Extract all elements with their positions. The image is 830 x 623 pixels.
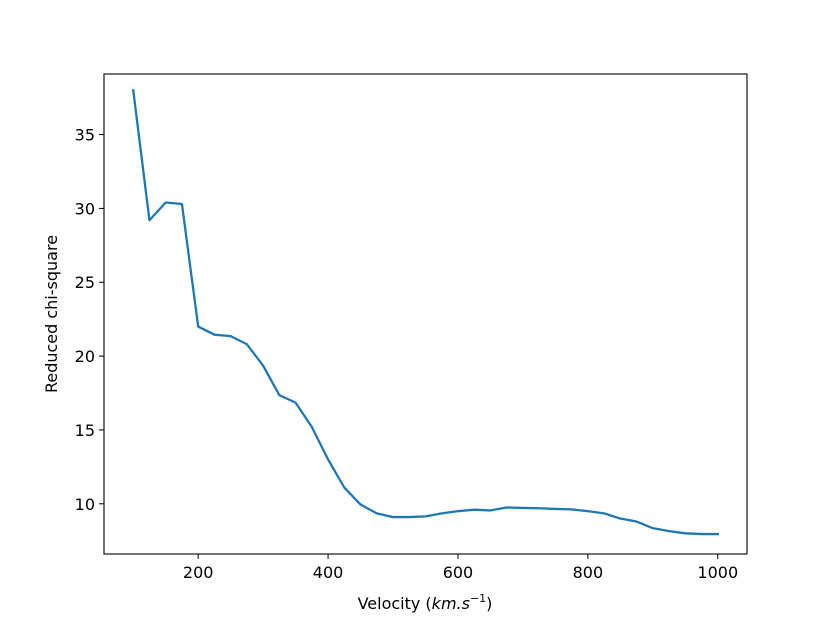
y-tick-label: 10 — [75, 495, 95, 514]
x-tick-label: 200 — [183, 563, 214, 582]
x-tick-label: 600 — [443, 563, 474, 582]
y-tick-label: 15 — [75, 421, 95, 440]
x-tick-label: 800 — [573, 563, 604, 582]
y-axis-label: Reduced chi-square — [42, 235, 61, 393]
x-axis-label-close: ) — [486, 594, 492, 613]
x-axis-label-text: Velocity ( — [358, 594, 432, 613]
x-axis-label: Velocity (km.s−1) — [358, 592, 493, 613]
x-axis-ticks: 200 400 600 800 1000 — [183, 554, 738, 582]
y-tick-label: 25 — [75, 273, 95, 292]
x-tick-label: 400 — [313, 563, 344, 582]
x-tick-label: 1000 — [697, 563, 738, 582]
data-series-line — [131, 88, 719, 536]
x-axis-label-unit: km.s — [432, 594, 470, 613]
y-tick-label: 20 — [75, 347, 95, 366]
y-axis-ticks: 10 15 20 25 30 35 — [75, 126, 104, 514]
x-axis-label-exponent: −1 — [470, 592, 486, 605]
y-tick-label: 30 — [75, 199, 95, 218]
axes-frame — [103, 73, 748, 555]
y-tick-label: 35 — [75, 126, 95, 145]
